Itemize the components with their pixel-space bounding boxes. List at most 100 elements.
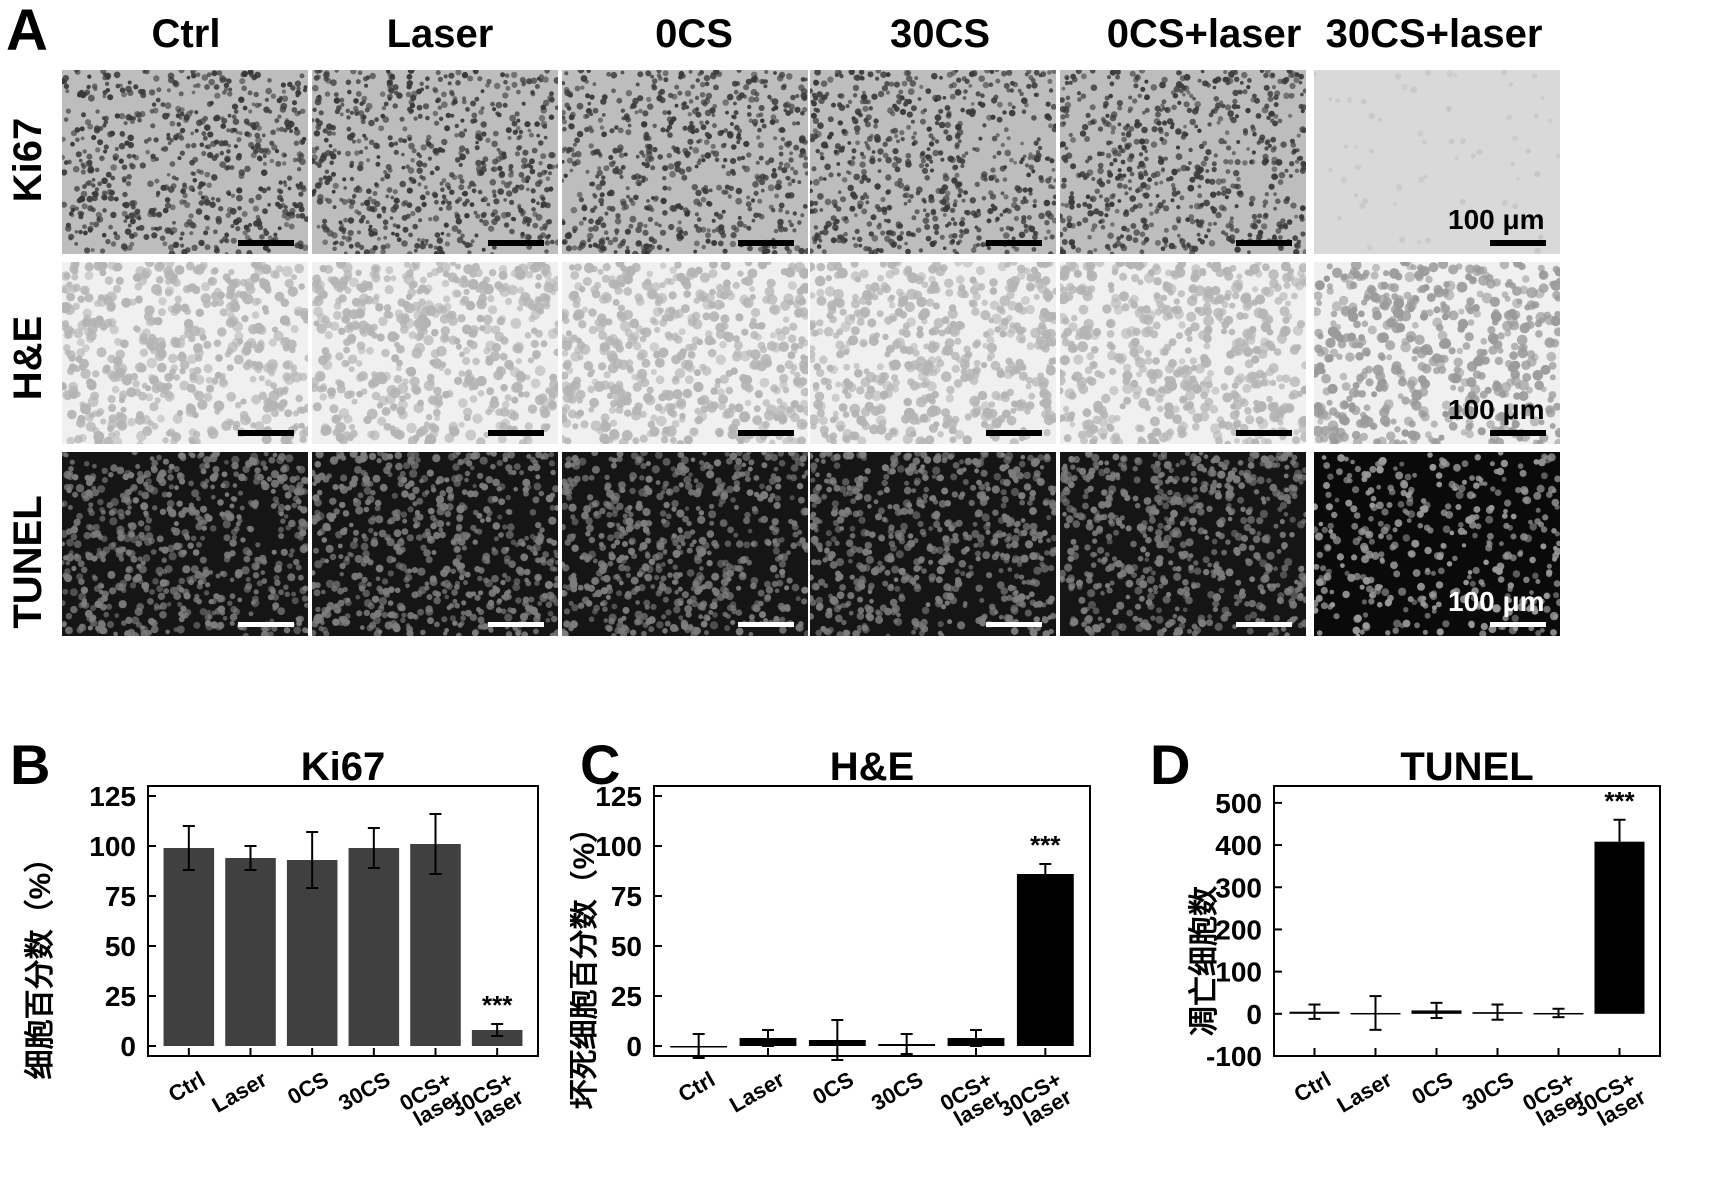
y-tick-label: 200 [1215, 914, 1262, 945]
x-tick-label: Ctrl [164, 1067, 209, 1108]
scale-bar [238, 622, 294, 627]
y-tick-label: 0 [1246, 999, 1262, 1030]
significance-label: *** [1030, 830, 1061, 860]
scale-bar [738, 240, 794, 246]
y-tick-label: 50 [105, 931, 136, 962]
scale-bar-label: 100 μm [1448, 206, 1545, 234]
y-tick-label: 100 [595, 831, 642, 862]
scale-bar [986, 622, 1042, 627]
y-tick-label: 100 [1215, 957, 1262, 988]
chart-title: TUNEL [1400, 745, 1533, 789]
scale-bar [488, 622, 544, 627]
y-tick-label: 125 [595, 781, 642, 812]
y-tick-label: 100 [89, 831, 136, 862]
y-tick-label: 25 [105, 981, 136, 1012]
x-tick-label: 30CS+laser [1569, 1066, 1651, 1139]
bar [349, 848, 400, 1046]
bar [1017, 874, 1074, 1046]
y-tick-label: 400 [1215, 830, 1262, 861]
micrograph-tunel-laser [312, 452, 558, 636]
x-tick-label: 0CS [1407, 1067, 1457, 1110]
scale-bar [986, 240, 1042, 246]
x-tick-label: Ctrl [674, 1067, 719, 1108]
micrograph-he-laser [312, 262, 558, 444]
micrograph-ki67-0cs-laser [1060, 70, 1306, 254]
scale-bar [1490, 430, 1546, 436]
scale-bar [488, 240, 544, 246]
x-tick-label: 30CS [867, 1067, 927, 1116]
x-tick-label: 30CS+laser [446, 1066, 528, 1139]
y-axis-label: 细胞百分数（%） [23, 843, 57, 1080]
bar [164, 848, 215, 1046]
y-tick-label: 500 [1215, 788, 1262, 819]
chart-title: H&E [830, 745, 914, 789]
scale-bar-label: 100 μm [1448, 588, 1545, 616]
micrograph-he-0cs-laser [1060, 262, 1306, 444]
micrograph-he-0cs [562, 262, 808, 444]
x-tick-label: Laser [725, 1066, 789, 1117]
scale-bar [986, 430, 1042, 436]
significance-label: *** [482, 990, 513, 1020]
scale-bar-label: 100 μm [1448, 396, 1545, 424]
x-tick-label: 30CS+laser [995, 1066, 1077, 1139]
scale-bar [238, 430, 294, 436]
micrograph-ki67-ctrl [62, 70, 308, 254]
micrograph-he-30cs [810, 262, 1056, 444]
y-tick-label: 75 [611, 881, 642, 912]
panel-a-letter: A [6, 2, 48, 60]
x-tick-label: 30CS [334, 1067, 394, 1116]
bar [1594, 842, 1644, 1014]
y-tick-label: 75 [105, 881, 136, 912]
micrograph-ki67-laser [312, 70, 558, 254]
scale-bar [1490, 622, 1546, 627]
y-tick-label: 0 [626, 1031, 642, 1062]
scale-bar [1490, 240, 1546, 246]
x-tick-label: Ctrl [1290, 1067, 1335, 1108]
scale-bar [488, 430, 544, 436]
micrograph-ki67-0cs [562, 70, 808, 254]
x-tick-label: 30CS [1458, 1067, 1518, 1116]
micrograph-tunel-30cs [810, 452, 1056, 636]
micrograph-tunel-0cs [562, 452, 808, 636]
y-tick-label: 25 [611, 981, 642, 1012]
column-label-0cs-laser: 0CS+laser [1070, 14, 1338, 54]
significance-label: *** [1604, 786, 1635, 816]
scale-bar [1236, 430, 1292, 436]
y-axis-label: 凋亡细胞数 [1188, 885, 1221, 1036]
x-tick-label: Laser [208, 1066, 272, 1117]
y-tick-label: 300 [1215, 872, 1262, 903]
micrograph-he-ctrl [62, 262, 308, 444]
column-label-ctrl: Ctrl [52, 14, 320, 54]
scale-bar [738, 430, 794, 436]
scale-bar [1236, 240, 1292, 246]
x-tick-label: 0CS [808, 1067, 858, 1110]
panel-b-letter: B [10, 733, 50, 796]
row-label-he: H&E [8, 258, 48, 458]
y-tick-label: 125 [89, 781, 136, 812]
column-label-laser: Laser [306, 14, 574, 54]
row-label-ki67: Ki67 [8, 60, 48, 260]
micrograph-tunel-ctrl [62, 452, 308, 636]
column-label-30cs: 30CS [806, 14, 1074, 54]
y-axis-label: 坏死细胞百分数（%） [570, 813, 601, 1110]
scale-bar [738, 622, 794, 627]
y-tick-label: 50 [611, 931, 642, 962]
x-tick-label: Laser [1333, 1066, 1397, 1117]
row-label-tunel: TUNEL [8, 462, 48, 662]
x-tick-label: 0CS [283, 1067, 333, 1110]
y-tick-label: 0 [120, 1031, 136, 1062]
panel-d-letter: D [1150, 733, 1190, 796]
chart-title: Ki67 [301, 745, 386, 789]
bar [225, 858, 276, 1046]
column-label-30cs-laser: 30CS+laser [1300, 14, 1568, 54]
scale-bar [1236, 622, 1292, 627]
